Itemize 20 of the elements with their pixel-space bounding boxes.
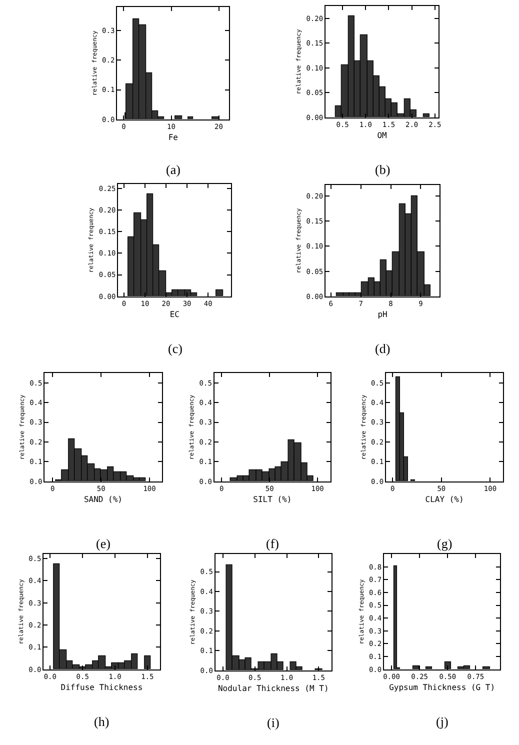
x-axis-title: pH <box>378 310 388 319</box>
text: (c) <box>168 341 182 356</box>
text: (j) <box>436 714 448 729</box>
x-axis-title: Fe <box>168 132 178 142</box>
x-axis-title: Diffuse Thickness <box>60 682 143 692</box>
text: (b) <box>375 162 390 177</box>
text: (f) <box>266 536 279 551</box>
text: (g) <box>437 536 452 551</box>
text: (a) <box>166 162 180 177</box>
x-axis-title: EC <box>170 310 180 319</box>
x-axis-title: CLAY (%) <box>425 494 464 504</box>
text: (e) <box>96 536 110 551</box>
text: (h) <box>94 714 110 729</box>
text: (i) <box>267 715 280 730</box>
x-axis-title: Gypsum Thickness (G T) <box>389 682 496 692</box>
x-axis-title: SAND (%) <box>84 494 122 504</box>
x-axis-title: Nodular Thickness (M T) <box>218 684 329 693</box>
text: (d) <box>375 341 390 356</box>
x-axis-title: SILT (%) <box>253 494 292 504</box>
x-axis-title: OM <box>377 130 388 140</box>
